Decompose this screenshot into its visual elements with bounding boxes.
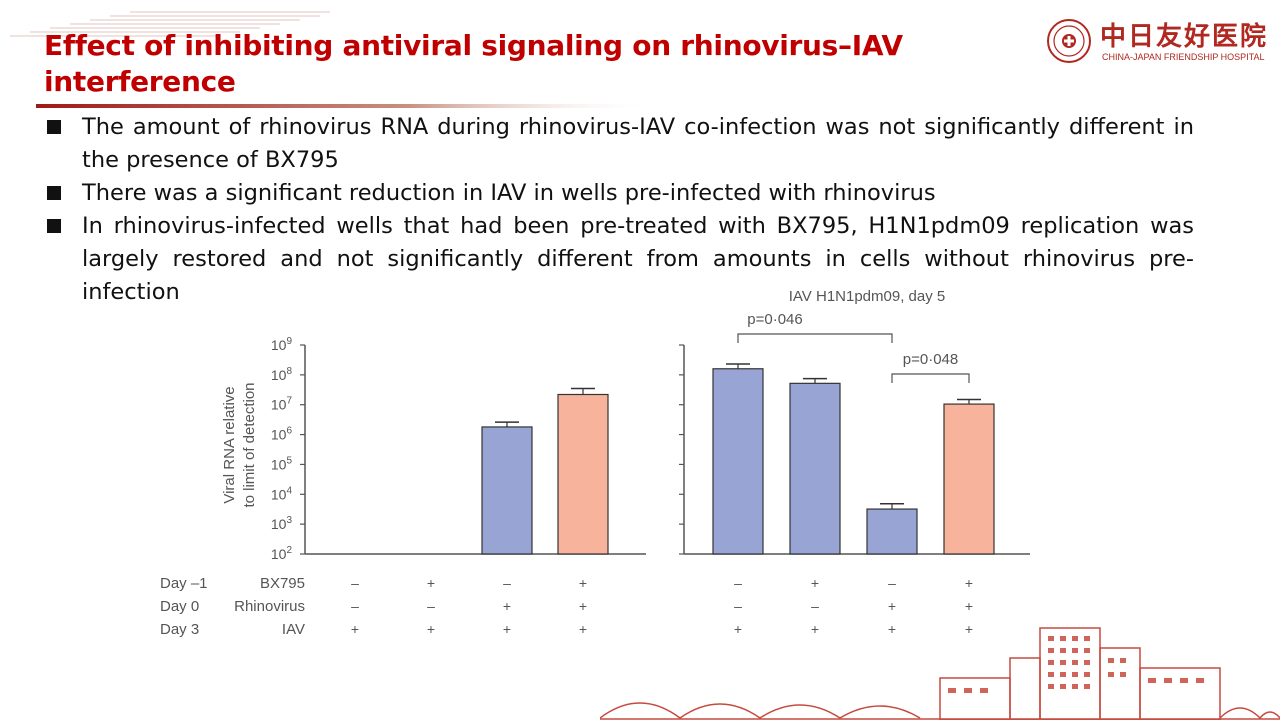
bar xyxy=(943,403,995,555)
condition-day-label: Day 3 xyxy=(160,621,199,638)
header-decoration xyxy=(10,11,330,37)
condition-symbol: – xyxy=(427,598,435,614)
y-axis-label: Viral RNA relative xyxy=(221,386,238,503)
bullet-text: The amount of rhinovirus RNA during rhin… xyxy=(82,114,1194,173)
square-bullet-icon xyxy=(47,120,61,134)
significance-bracket xyxy=(737,333,893,343)
y-tick-label: 109 xyxy=(271,336,293,353)
condition-symbol: – xyxy=(734,575,742,591)
condition-symbol: + xyxy=(965,598,973,614)
bullet-item: In rhinovirus-infected wells that had be… xyxy=(44,210,1194,309)
y-tick-label: 102 xyxy=(271,545,293,562)
condition-symbol: + xyxy=(579,575,587,591)
y-tick-label: 105 xyxy=(271,455,293,472)
hospital-building-illustration xyxy=(600,627,1280,720)
y-axis-label: to limit of detection xyxy=(241,382,258,507)
condition-name-label: Rhinovirus xyxy=(234,598,305,615)
y-tick-label: 107 xyxy=(271,396,293,413)
condition-symbol: + xyxy=(965,621,973,637)
bar xyxy=(481,426,533,555)
y-tick-label: 104 xyxy=(271,485,293,502)
condition-symbol: – xyxy=(503,575,511,591)
condition-symbol: – xyxy=(351,575,359,591)
logo-chinese-name: 中日友好医院 xyxy=(1100,22,1269,52)
y-tick-label: 106 xyxy=(271,426,293,443)
condition-symbol: + xyxy=(351,621,359,637)
condition-symbol: + xyxy=(579,621,587,637)
condition-day-label: Day –1 xyxy=(160,575,208,592)
square-bullet-icon xyxy=(47,219,61,233)
slide-title: Effect of inhibiting antiviral signaling… xyxy=(44,29,903,98)
condition-symbol: + xyxy=(427,575,435,591)
condition-name-label: IAV xyxy=(282,621,305,638)
condition-symbol: + xyxy=(427,621,435,637)
panel-title: IAV H1N1pdm09, day 5 xyxy=(789,288,945,305)
condition-symbol: – xyxy=(734,598,742,614)
p-value-label: p=0·046 xyxy=(747,311,802,328)
condition-day-label: Day 0 xyxy=(160,598,199,615)
condition-symbol: – xyxy=(888,575,896,591)
condition-symbol: + xyxy=(503,621,511,637)
bullet-list: The amount of rhinovirus RNA during rhin… xyxy=(44,111,1194,309)
y-tick-label: 103 xyxy=(271,515,293,532)
condition-name-label: BX795 xyxy=(260,575,305,592)
y-tick-label: 108 xyxy=(271,366,293,383)
significance-bracket xyxy=(891,373,970,383)
bar xyxy=(789,382,841,555)
condition-symbol: – xyxy=(811,598,819,614)
logo-english-name: CHINA-JAPAN FRIENDSHIP HOSPITAL xyxy=(1102,52,1265,62)
bar xyxy=(866,508,918,555)
condition-symbol: + xyxy=(811,575,819,591)
bullet-item: There was a significant reduction in IAV… xyxy=(44,177,1194,210)
condition-symbol: + xyxy=(811,621,819,637)
condition-symbol: + xyxy=(503,598,511,614)
bullet-text: There was a significant reduction in IAV… xyxy=(82,180,936,206)
hospital-logo: 中日友好医院 CHINA-JAPAN FRIENDSHIP HOSPITAL xyxy=(1040,16,1266,70)
bar xyxy=(712,368,764,555)
bullet-text: In rhinovirus-infected wells that had be… xyxy=(82,213,1194,305)
condition-symbol: + xyxy=(734,621,742,637)
condition-symbol: + xyxy=(579,598,587,614)
bar xyxy=(557,393,609,555)
hospital-emblem-icon xyxy=(1047,19,1091,63)
title-underline xyxy=(36,104,656,108)
condition-symbol: + xyxy=(888,621,896,637)
square-bullet-icon xyxy=(47,186,61,200)
condition-symbol: + xyxy=(965,575,973,591)
p-value-label: p=0·048 xyxy=(903,351,958,368)
condition-symbol: + xyxy=(888,598,896,614)
condition-symbol: – xyxy=(351,598,359,614)
bullet-item: The amount of rhinovirus RNA during rhin… xyxy=(44,111,1194,177)
